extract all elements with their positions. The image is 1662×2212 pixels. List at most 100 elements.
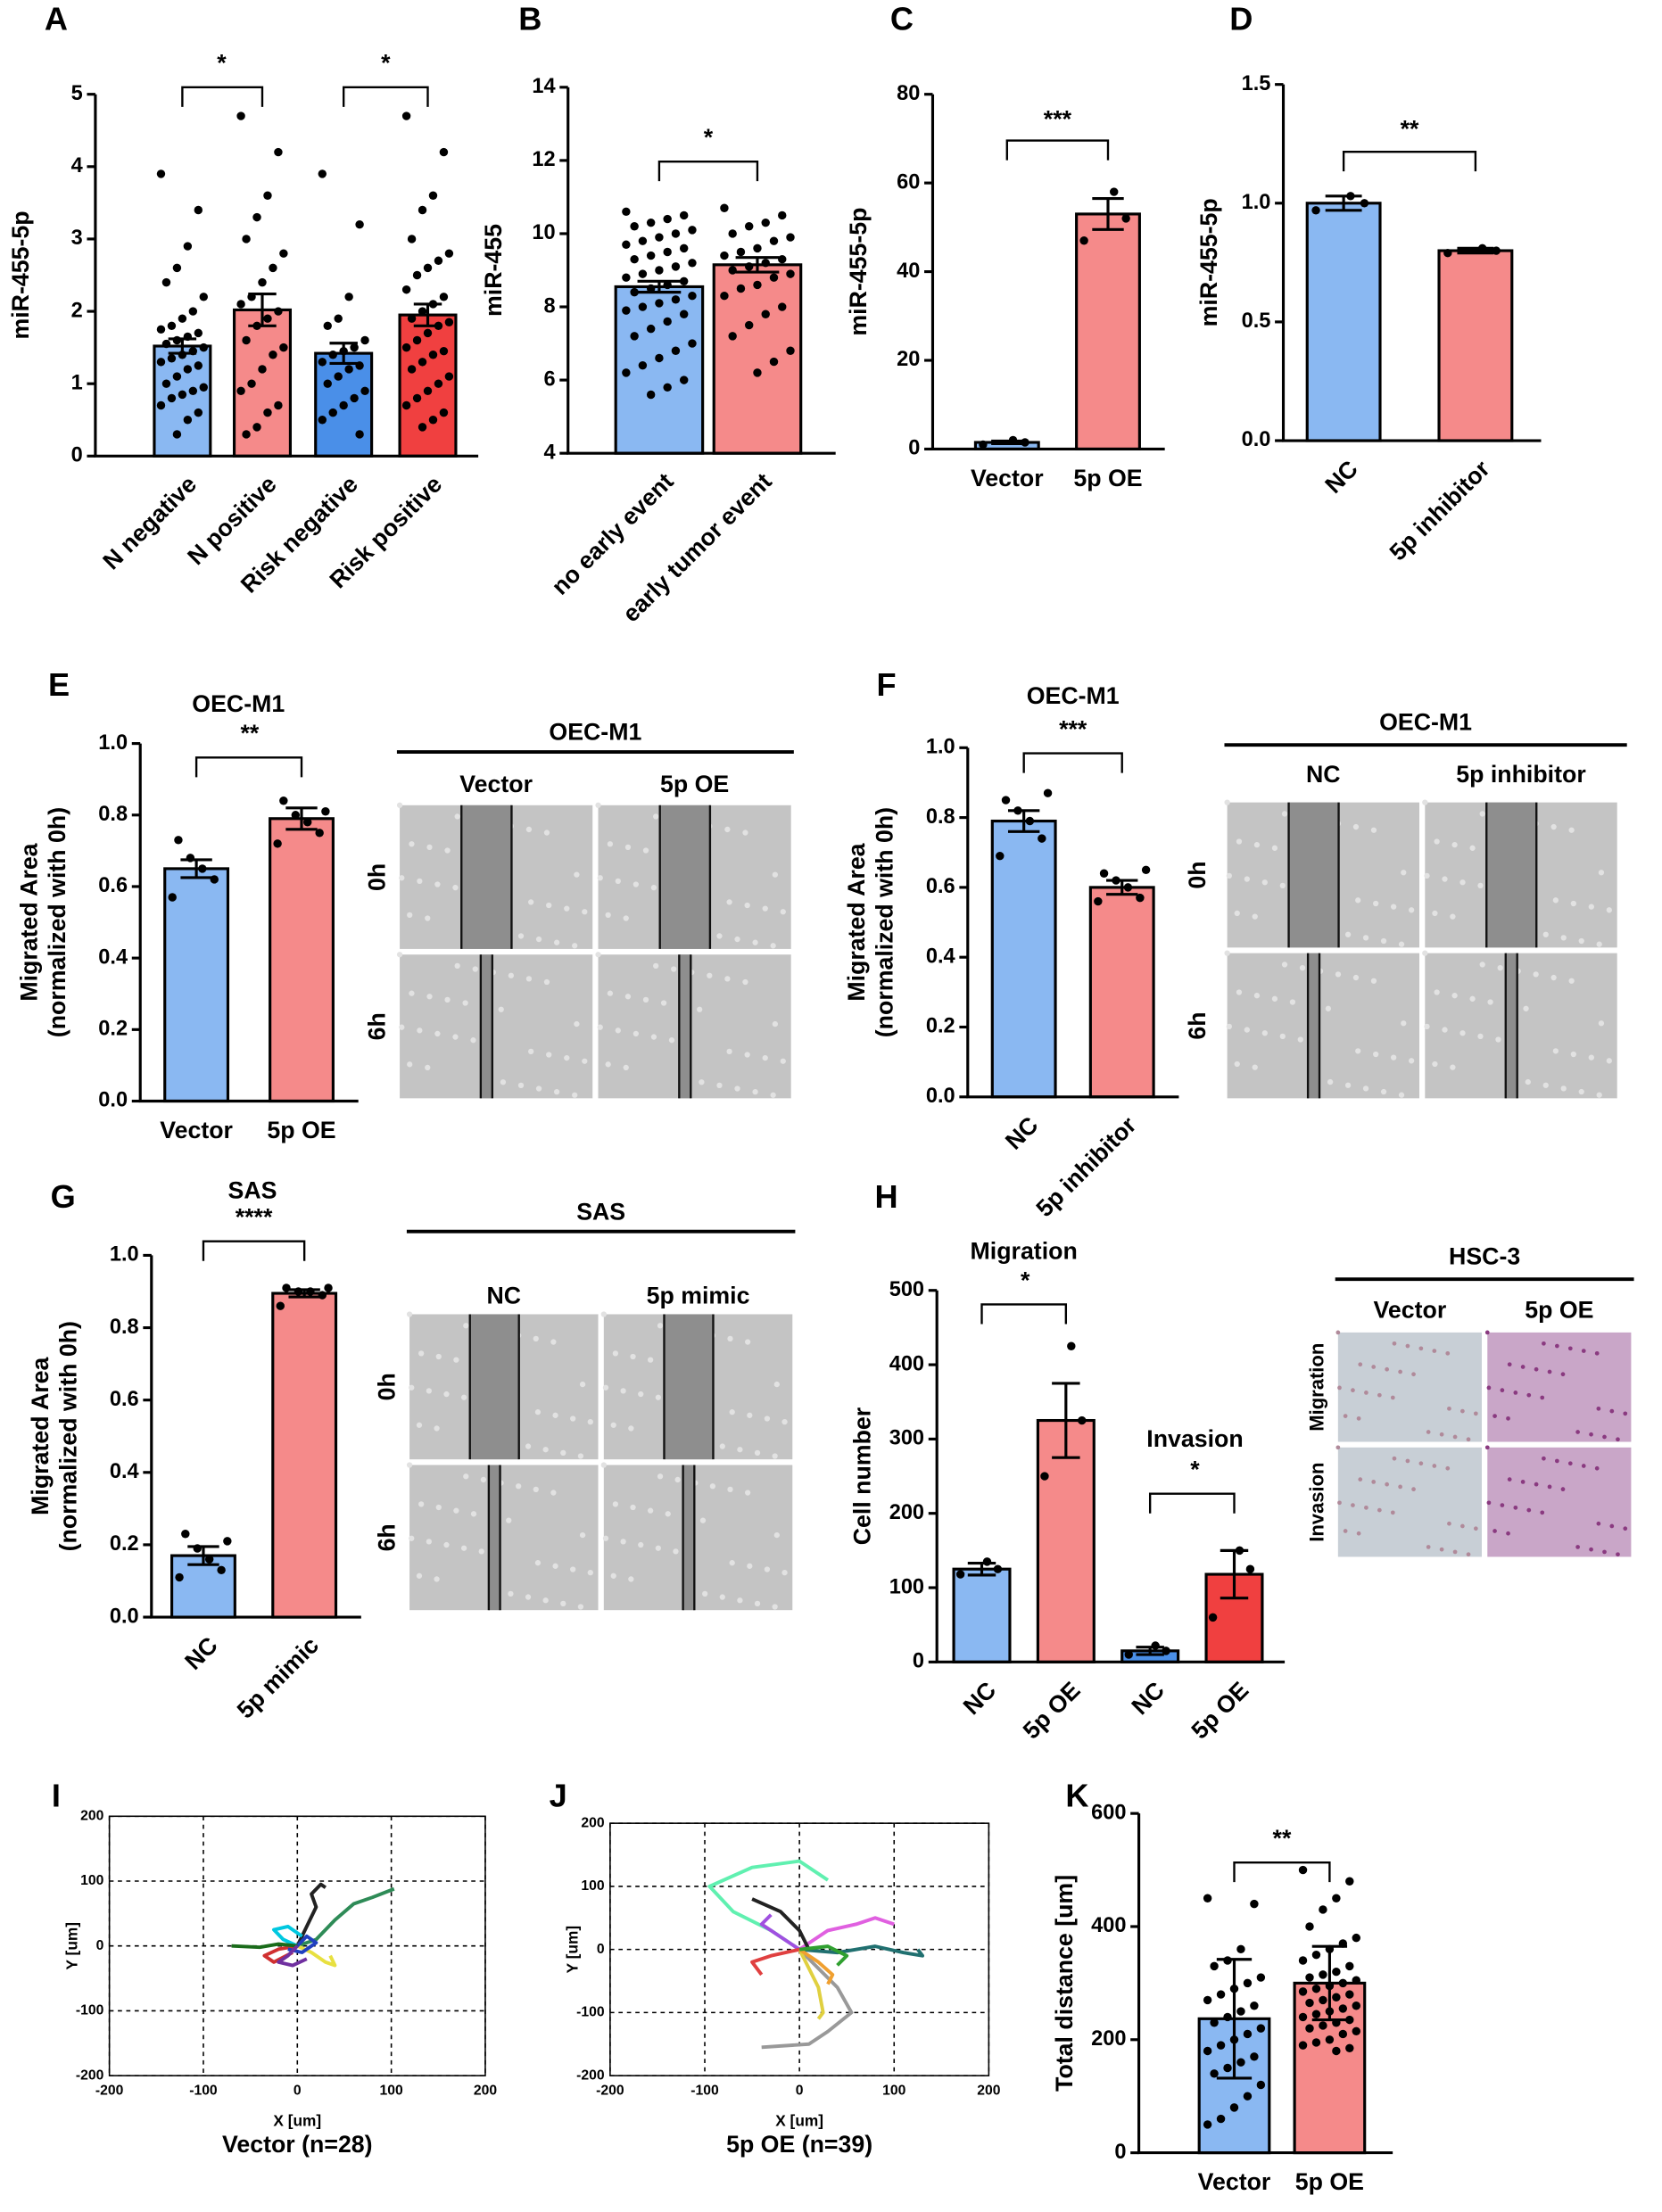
cell-dot	[453, 1357, 459, 1363]
cell-dot	[781, 1418, 788, 1425]
data-point	[242, 235, 251, 243]
x-tick-label: 0	[294, 2084, 302, 2099]
bar	[990, 819, 1057, 1099]
data-point	[439, 346, 449, 356]
cell-dot	[396, 952, 403, 958]
data-point	[360, 386, 369, 396]
cell-dot	[572, 943, 578, 949]
cell-dot	[671, 966, 677, 972]
axes	[966, 747, 1179, 1099]
data-point	[671, 262, 681, 271]
image-header: OEC-M1	[549, 719, 641, 746]
data-point	[355, 361, 364, 370]
data-point	[1345, 2015, 1354, 2025]
y-tick-label: 1.0	[926, 735, 955, 758]
column-label: NC	[1306, 761, 1341, 788]
data-point	[655, 353, 664, 363]
y-tick-label: 0.0	[110, 1604, 139, 1627]
cell-dot	[1234, 1061, 1240, 1068]
cell-dot	[579, 1531, 586, 1539]
annotation: *	[217, 50, 227, 77]
scratch-gap	[1288, 802, 1339, 948]
cell-dot	[1418, 1461, 1424, 1466]
cell-dot	[460, 1545, 467, 1551]
cell-dot	[605, 912, 611, 919]
data-point	[167, 354, 177, 363]
data-point	[1162, 1647, 1170, 1655]
cell-dot	[1236, 989, 1243, 995]
cell-dot	[607, 841, 614, 847]
cell-dot	[1596, 1092, 1602, 1098]
cell-dot	[1450, 1064, 1456, 1070]
cell-dot	[1447, 1406, 1451, 1411]
cell-dot	[1261, 1030, 1268, 1036]
data-point	[630, 222, 639, 231]
cell-dot	[1560, 1372, 1566, 1377]
cell-dot	[716, 933, 723, 939]
data-point	[193, 1544, 202, 1553]
data-point	[1203, 1894, 1212, 1902]
cell-dot	[1473, 1411, 1478, 1416]
cell-dot	[727, 1335, 733, 1342]
micrograph	[1487, 1332, 1632, 1442]
cell-dot	[1542, 1456, 1546, 1461]
cell-dot	[1459, 879, 1466, 886]
data-point	[323, 321, 332, 331]
cell-dot	[480, 1476, 487, 1483]
cell-dot	[1596, 941, 1602, 947]
cell-dot	[1484, 1330, 1490, 1335]
data-point	[1229, 1985, 1239, 1993]
data-point	[1332, 2046, 1341, 2056]
data-point	[204, 1555, 214, 1564]
cell-dot	[770, 1092, 776, 1098]
cell-dot	[528, 899, 534, 905]
data-point	[688, 292, 697, 301]
cell-dot	[587, 1569, 593, 1576]
cell-dot	[1606, 907, 1612, 913]
cell-dot	[1594, 1465, 1600, 1471]
cell-dot	[1411, 1372, 1416, 1377]
y-axis-label: miR-455	[480, 224, 507, 317]
cell-dot	[508, 972, 515, 978]
y-tick-label: 0.6	[98, 873, 128, 896]
annotation: *	[704, 124, 714, 151]
cell-dot	[1581, 1349, 1586, 1353]
data-point	[1008, 435, 1018, 445]
data-point	[434, 321, 443, 331]
data-point	[1001, 796, 1011, 805]
cell-dot	[1550, 823, 1557, 830]
data-point	[172, 372, 182, 381]
annotation: *	[1021, 1267, 1030, 1293]
data-point	[412, 335, 422, 345]
data-point	[344, 365, 353, 374]
data-point	[444, 318, 454, 326]
cell-dot	[1466, 1552, 1471, 1557]
annotation: **	[1401, 116, 1419, 143]
scratch-gap	[664, 1314, 714, 1460]
data-point	[172, 335, 182, 345]
data-point	[183, 242, 193, 251]
cell-dot	[1598, 870, 1605, 876]
cell-dot	[780, 909, 786, 915]
cell-dot	[674, 1476, 681, 1483]
y-tick-label: 5	[71, 81, 83, 104]
data-point	[1124, 1650, 1133, 1659]
cell-dot	[1224, 799, 1230, 805]
cell-dot	[426, 994, 433, 1000]
cell-dot	[1337, 1385, 1342, 1391]
cell-dot	[409, 841, 415, 847]
cell-dot	[1355, 897, 1361, 904]
data-point	[1477, 243, 1487, 253]
cell-dot	[762, 905, 768, 912]
cell-dot	[1534, 1482, 1539, 1487]
data-point	[1325, 1944, 1335, 1954]
cell-dot	[1343, 1414, 1348, 1418]
cell-dot	[1244, 876, 1250, 882]
scratch-gap	[488, 1465, 500, 1611]
cell-dot	[605, 1061, 611, 1068]
data-point	[263, 408, 272, 417]
data-point	[1250, 2002, 1259, 2010]
cell-dot	[607, 990, 614, 996]
cell-dot	[550, 1339, 557, 1345]
data-point	[679, 310, 689, 318]
